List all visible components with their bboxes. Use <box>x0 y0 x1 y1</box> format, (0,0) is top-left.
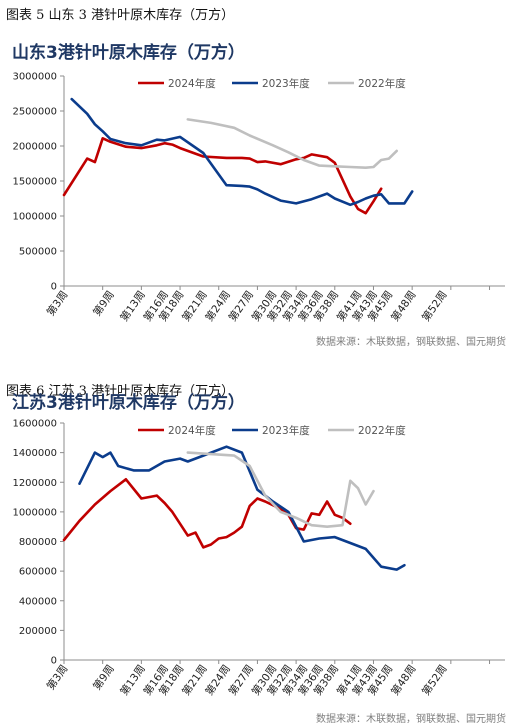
legend-label-s2024: 2024年度 <box>168 424 216 437</box>
x-tick-label: 第3周 <box>44 662 71 692</box>
legend-label-s2022: 2022年度 <box>358 424 406 437</box>
y-tick-label: 400000 <box>19 596 57 607</box>
chart-title-5: 山东3港针叶原木库存（万方） <box>12 43 245 63</box>
x-tick-label: 第48周 <box>388 662 418 698</box>
series-line-s2022 <box>186 451 375 528</box>
y-tick-label: 600000 <box>19 567 57 578</box>
y-tick-label: 2500000 <box>12 107 57 118</box>
x-tick-label: 第52周 <box>419 662 449 698</box>
legend-label-s2024: 2024年度 <box>168 77 216 90</box>
series-line-s2023 <box>70 97 414 207</box>
y-tick-label: 800000 <box>19 537 57 548</box>
y-tick-label: 1400000 <box>12 448 57 459</box>
y-tick-label: 0 <box>51 656 57 667</box>
x-tick-label: 第9周 <box>90 288 117 318</box>
y-tick-label: 2000000 <box>12 142 57 153</box>
x-tick-label: 第48周 <box>388 288 418 324</box>
x-tick-label: 第3周 <box>44 288 71 318</box>
shandong-inventory-chart: 0 500000 1000000 1500000 2000000 2500000 30000… <box>12 72 505 324</box>
y-tick-label: 1500000 <box>12 177 57 188</box>
jiangsu-inventory-chart: 0 200000 400000 600000 800000 1000000 1200000 1… <box>12 419 505 698</box>
legend-label-s2022: 2022年度 <box>358 77 406 90</box>
y-tick-label: 1200000 <box>12 478 57 489</box>
y-tick-label: 500000 <box>19 247 57 258</box>
y-tick-label: 0 <box>51 282 57 293</box>
figure-caption-5: 图表 5 山东 3 港针叶原木库存（万方） <box>6 8 235 23</box>
y-tick-label: 1600000 <box>12 419 57 430</box>
series-line-s2024 <box>62 478 352 549</box>
data-source-6: 数据来源：木联数据，钢联数据、国元期货 <box>316 714 506 725</box>
x-tick-label: 第9周 <box>90 662 117 692</box>
x-tick-label: 第52周 <box>419 288 449 324</box>
chart-title-6: 江苏3港针叶原木库存（万方） <box>12 393 245 413</box>
y-tick-label: 200000 <box>19 626 57 637</box>
series-line-s2024 <box>62 137 383 215</box>
y-tick-label: 3000000 <box>12 72 57 83</box>
data-source-5: 数据来源：木联数据，钢联数据、国元期货 <box>316 337 506 348</box>
figure-caption-6: 图表 6 江苏 3 港针叶原木库存（万方） <box>6 384 235 399</box>
y-tick-label: 1000000 <box>12 212 57 223</box>
y-tick-label: 1000000 <box>12 507 57 518</box>
series-line-s2022 <box>186 118 399 169</box>
legend-label-s2023: 2023年度 <box>262 424 310 437</box>
series-line-s2023 <box>78 445 406 571</box>
legend-label-s2023: 2023年度 <box>262 77 310 90</box>
